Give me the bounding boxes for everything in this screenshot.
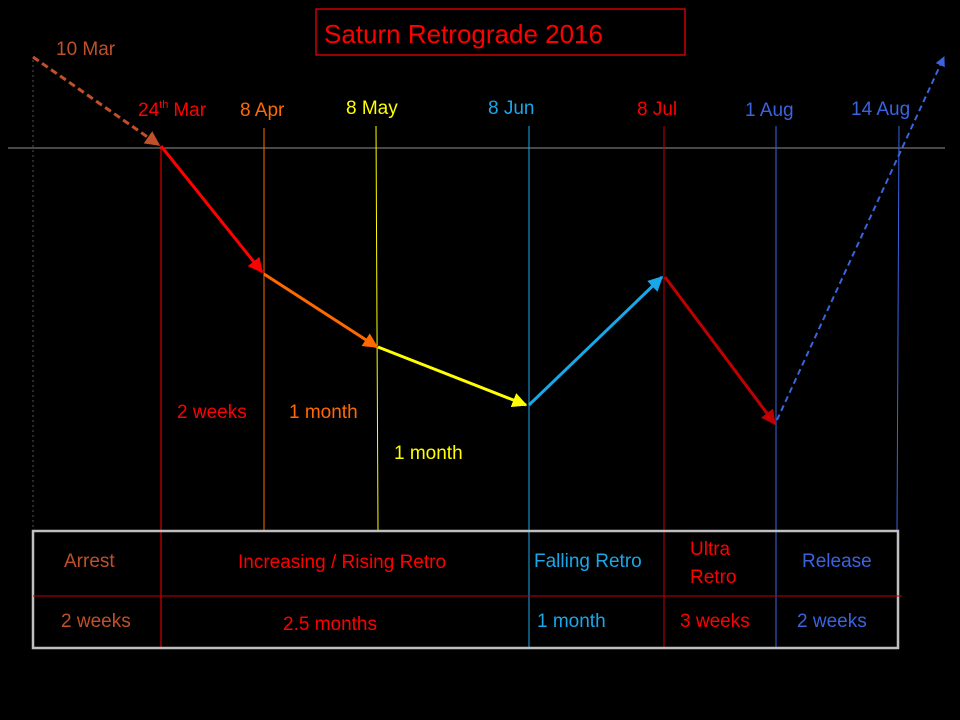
date-label-8-jun: 8 Jun bbox=[488, 98, 534, 119]
arrow-rising-3 bbox=[377, 345, 528, 408]
phase-label-arrest: Arrest bbox=[64, 551, 115, 572]
arrow-rising-2 bbox=[263, 272, 379, 349]
phase-duration-ultra: 3 weeks bbox=[680, 611, 750, 632]
phase-label-falling: Falling Retro bbox=[534, 551, 642, 572]
phase-label-ultra: Ultra Retro bbox=[690, 539, 736, 588]
phase-duration-arrest: 2 weeks bbox=[61, 611, 131, 632]
phase-table bbox=[31, 529, 900, 650]
arrow-arrest bbox=[32, 55, 161, 147]
date-label-8-may: 8 May bbox=[346, 98, 398, 119]
duration-label-1-month-a: 1 month bbox=[289, 402, 358, 423]
vline-8-may bbox=[375, 125, 379, 531]
phase-duration-falling: 1 month bbox=[537, 611, 606, 632]
arrow-ultra bbox=[663, 276, 777, 426]
phase-duration-rising: 2.5 months bbox=[283, 614, 377, 635]
vline-14-aug bbox=[896, 125, 900, 531]
arrow-release bbox=[776, 56, 945, 421]
date-label-14-aug: 14 Aug bbox=[851, 99, 910, 120]
phase-label-rising: Increasing / Rising Retro bbox=[238, 552, 446, 573]
date-label-8-apr: 8 Apr bbox=[240, 100, 285, 121]
date-label-24-mar: 24th Mar bbox=[138, 99, 207, 121]
duration-label-1-month-b: 1 month bbox=[394, 443, 463, 464]
arrow-falling bbox=[527, 275, 664, 407]
date-label-8-jul: 8 Jul bbox=[637, 99, 677, 120]
date-label-10-mar: 10 Mar bbox=[56, 39, 116, 60]
page-title: Saturn Retrograde 2016 bbox=[324, 19, 603, 49]
duration-label-2-weeks: 2 weeks bbox=[177, 402, 247, 423]
arrow-rising-1 bbox=[159, 145, 264, 274]
title-box bbox=[315, 8, 686, 56]
phase-label-release: Release bbox=[802, 551, 872, 572]
phase-duration-release: 2 weeks bbox=[797, 611, 867, 632]
date-label-1-aug: 1 Aug bbox=[745, 100, 794, 121]
